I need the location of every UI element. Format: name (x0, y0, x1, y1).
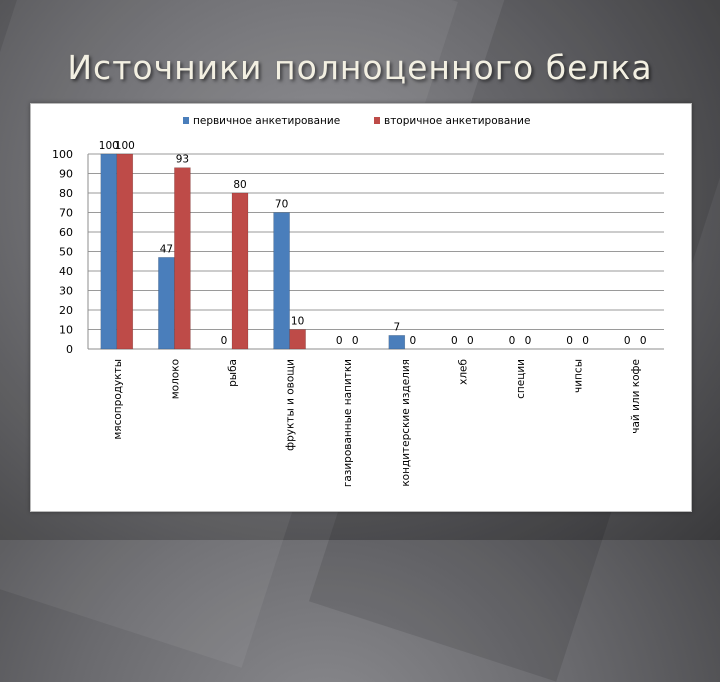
data-label: 47 (160, 243, 173, 255)
slide-title: Источники полноценного белка (67, 48, 653, 87)
data-label: 80 (233, 179, 246, 191)
y-tick-label: 40 (59, 265, 73, 278)
bar (100, 153, 118, 350)
y-tick-label: 80 (59, 187, 73, 200)
data-label: 0 (336, 335, 343, 347)
y-tick-label: 50 (59, 246, 73, 259)
data-label: 0 (525, 335, 532, 347)
x-tick-label: чай или кофе (630, 359, 642, 434)
y-tick-label: 0 (66, 343, 73, 356)
data-label: 93 (176, 154, 189, 166)
chart-frame: 0 10 20 30 40 50 60 70 80 90 100 100 47 0 70 0 7 0 0 0 0 100 9… (30, 103, 692, 512)
x-tick-label: газированные напитки (342, 359, 354, 487)
data-label: 7 (393, 321, 400, 333)
bar (231, 192, 249, 350)
x-tick-label: хлеб (457, 359, 469, 385)
x-tick-label: мясопродукты (112, 359, 124, 440)
data-label: 0 (451, 335, 458, 347)
y-tick-label: 20 (59, 304, 73, 317)
bar (273, 212, 290, 350)
data-label: 0 (640, 335, 647, 347)
bar (289, 329, 306, 350)
x-tick-label: кондитерские изделия (400, 359, 412, 487)
y-tick-label: 10 (59, 324, 73, 337)
x-tick-label: молоко (169, 359, 181, 399)
bar (158, 257, 175, 350)
data-label: 0 (566, 335, 573, 347)
bar (116, 153, 134, 350)
data-label: 0 (582, 335, 589, 347)
data-label: 70 (275, 199, 288, 211)
legend-swatch (183, 117, 189, 124)
x-tick-label: фрукты и овощи (285, 359, 297, 451)
x-tick-label: чипсы (573, 359, 585, 393)
legend-label: вторичное анкетирование (384, 115, 530, 127)
y-tick-label: 60 (59, 226, 73, 239)
data-label: 0 (624, 335, 631, 347)
data-label: 100 (99, 140, 119, 152)
x-tick-label: рыба (227, 359, 239, 387)
data-label: 0 (409, 335, 416, 347)
y-tick-label: 30 (59, 285, 73, 298)
y-tick-label: 90 (59, 168, 73, 181)
bar (388, 335, 406, 350)
data-label: 0 (467, 335, 474, 347)
data-label: 0 (352, 335, 359, 347)
data-label: 100 (115, 140, 135, 152)
data-label: 10 (291, 316, 304, 328)
y-tick-label: 100 (52, 148, 73, 161)
legend-label: первичное анкетирование (193, 115, 340, 127)
x-tick-label: специи (515, 359, 527, 399)
y-tick-label: 70 (59, 207, 73, 220)
legend-swatch (374, 117, 380, 124)
data-label: 0 (509, 335, 516, 347)
bar (174, 167, 191, 350)
data-label: 0 (221, 335, 228, 347)
